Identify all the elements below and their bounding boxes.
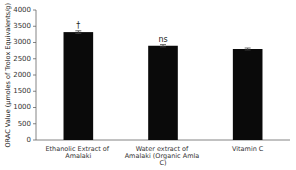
y-tick [33, 91, 36, 92]
y-tick [33, 123, 36, 124]
background [0, 0, 296, 170]
x-tick-label-line: Amalaki [65, 152, 91, 160]
bar [233, 49, 263, 140]
error-bar [245, 48, 251, 50]
x-tick-label-line: C) [159, 159, 166, 167]
chart-svg: 0 500 1000 1500 2000 2500 3000 3500 4000ORAC Val… [0, 0, 296, 170]
error-bar [75, 31, 81, 34]
y-tick-label: 2000 [13, 71, 31, 79]
error-bar [160, 45, 166, 47]
y-tick-label: 1000 [13, 103, 31, 111]
page: {"chart_data": {"type": "bar", "categori… [0, 0, 296, 170]
y-tick [33, 10, 36, 11]
y-tick [33, 26, 36, 27]
y-tick-label: 1500 [13, 87, 31, 95]
y-tick-label: 4000 [13, 6, 31, 14]
x-tick-label: Ethanolic Extract of Amalaki [45, 145, 111, 160]
y-tick [33, 58, 36, 59]
bar [64, 32, 94, 140]
plot-area [64, 31, 263, 140]
y-axis: 0 500 1000 1500 2000 2500 3000 3500 4000 [13, 6, 36, 144]
y-tick-label: 2500 [13, 55, 31, 63]
y-tick [33, 140, 36, 141]
y-tick-label: 0 [27, 136, 31, 144]
x-tick-label-line: Vitamin C [232, 145, 264, 153]
annotation: ns [158, 35, 167, 44]
y-axis-line [36, 10, 37, 140]
y-tick [33, 75, 36, 76]
x-tick-label: Vitamin C [232, 145, 264, 153]
y-tick [33, 42, 36, 43]
y-tick [33, 107, 36, 108]
chart-container: 0 500 1000 1500 2000 2500 3000 3500 4000ORAC Val… [0, 0, 296, 170]
y-tick-label: 500 [18, 120, 31, 128]
y-tick-label: 3000 [13, 38, 31, 46]
y-tick-label: 3500 [13, 22, 31, 30]
y-axis-label: ORAC Value (µmoles of Trolox Equivalents… [4, 3, 12, 148]
bar [148, 46, 178, 140]
x-tick-label: Water extract of Amalaki (Organic Amla C… [125, 145, 202, 168]
annotation: † [76, 21, 80, 30]
